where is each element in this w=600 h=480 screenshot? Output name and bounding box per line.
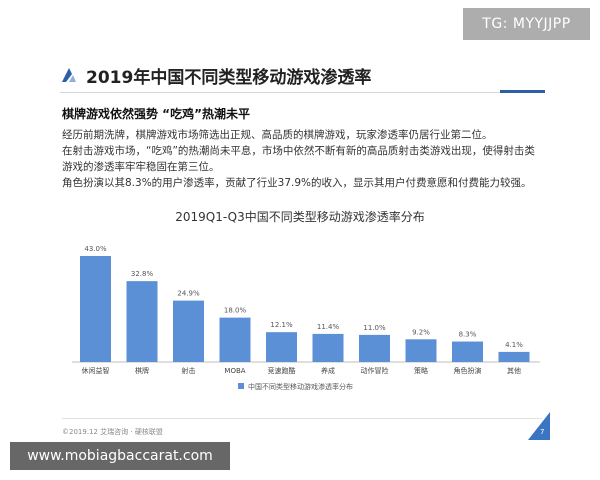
x-tick-label: 休闲益智 <box>82 366 110 375</box>
bar <box>80 256 111 362</box>
bar-value-label: 11.0% <box>363 324 386 332</box>
bar <box>312 333 344 362</box>
bar-value-label: 32.8% <box>131 270 154 278</box>
bar-value-label: 43.0% <box>84 245 107 253</box>
x-tick-label: 竞速跑酷 <box>268 366 296 375</box>
x-tick-label: 养成 <box>321 366 335 375</box>
x-tick-label: 棋牌 <box>135 366 149 375</box>
legend-swatch <box>238 383 244 389</box>
bar-value-label: 9.2% <box>412 328 430 336</box>
watermark-bottom: www.mobiagbaccarat.com <box>10 442 230 470</box>
chart-title: 2019Q1-Q3中国不同类型移动游戏渗透率分布 <box>175 210 425 224</box>
bar-value-label: 8.3% <box>459 331 477 339</box>
section-subtitle: 棋牌游戏依然强势 “吃鸡”热潮未平 <box>62 107 250 121</box>
bar <box>359 334 390 362</box>
report-logo-icon <box>62 68 76 82</box>
bar <box>452 341 483 362</box>
body-text: 经历前期洗牌，棋牌游戏市场筛选出正规、高品质的棋牌游戏，玩家渗透率仍居行业第二位… <box>62 127 552 191</box>
body-paragraph: 在射击游戏市场，“吃鸡”的热潮尚未平息，市场中依然不断有新的高品质射击类游戏出现… <box>62 145 535 157</box>
page-corner <box>528 412 550 440</box>
legend-label: 中国不同类型移动游戏渗透率分布 <box>248 382 353 391</box>
x-tick-label: 其他 <box>507 366 521 375</box>
bar <box>405 339 437 362</box>
title-divider <box>60 92 545 93</box>
body-paragraph: 游戏的渗透率牢牢稳固在第三位。 <box>62 161 220 173</box>
bar <box>219 317 251 362</box>
bar-value-label: 11.4% <box>317 323 340 331</box>
footer-divider <box>62 418 542 419</box>
x-tick-label: 策略 <box>414 366 428 375</box>
footer-source: ©2019.12 艾瑞咨询 · 硬核联盟 <box>62 428 163 436</box>
body-paragraph: 经历前期洗牌，棋牌游戏市场筛选出正规、高品质的棋牌游戏，玩家渗透率仍居行业第二位… <box>62 129 493 141</box>
bar <box>498 351 530 362</box>
watermark-top: TG: MYYJJPP <box>463 8 590 40</box>
x-tick-label: 射击 <box>182 366 196 375</box>
bar-value-label: 12.1% <box>270 321 293 329</box>
page-number: 7 <box>540 428 545 436</box>
bar <box>173 300 204 362</box>
bar <box>266 332 297 362</box>
x-tick-label: 动作冒险 <box>361 366 389 375</box>
body-paragraph: 角色扮演以其8.3%的用户渗透率，贡献了行业37.9%的收入，显示其用户付费意愿… <box>62 177 532 189</box>
bar <box>126 281 158 362</box>
bar-value-label: 18.0% <box>224 307 247 315</box>
title-divider-accent <box>500 90 545 93</box>
bar-value-label: 4.1% <box>505 341 523 349</box>
x-tick-label: MOBA <box>224 367 245 375</box>
page-title: 2019年中国不同类型移动游戏渗透率 <box>86 68 372 88</box>
x-tick-label: 角色扮演 <box>454 366 482 375</box>
bar-value-label: 24.9% <box>177 290 200 298</box>
